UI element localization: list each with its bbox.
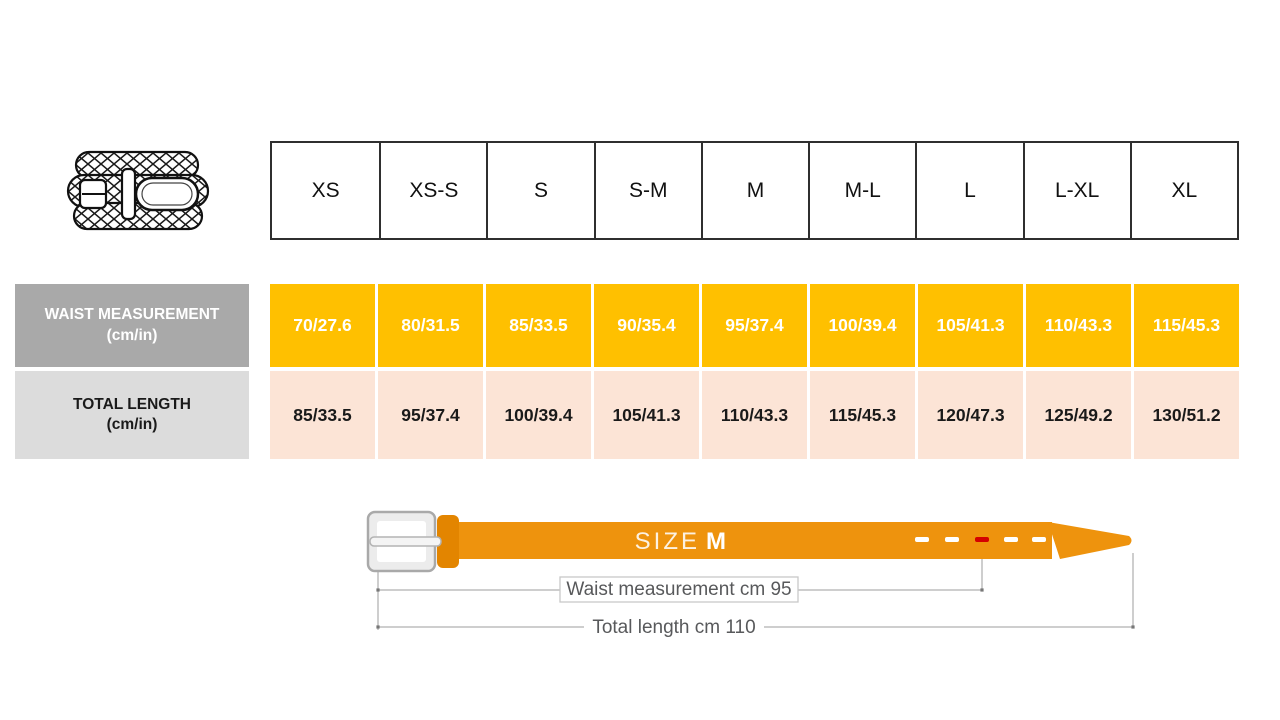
waist-value-cell: 105/41.3 [918, 284, 1023, 367]
belt-size-value: M [706, 528, 726, 555]
length-value-cell: 110/43.3 [702, 371, 807, 459]
length-value-cell: 120/47.3 [918, 371, 1023, 459]
size-header-cell-xs-s: XS-S [379, 143, 486, 238]
length-value-cell: 100/39.4 [486, 371, 591, 459]
belt-measurement-diagram: SIZE M Waist measurement cm 95 Total len… [366, 510, 1135, 640]
waist-value-cell: 115/45.3 [1134, 284, 1239, 367]
waist-value-cell: 110/43.3 [1026, 284, 1131, 367]
waist-value-cell: 95/37.4 [702, 284, 807, 367]
size-header-cell-xl: XL [1129, 143, 1237, 238]
belt-holes [915, 537, 1046, 542]
length-value-cell: 125/49.2 [1026, 371, 1131, 459]
belt-icon-keeper [120, 167, 137, 221]
waist-row-label-line1: WAIST MEASUREMENT [44, 306, 220, 324]
waist-row-label: WAIST MEASUREMENT (cm/in) [15, 284, 249, 367]
belt-tip [1048, 522, 1132, 559]
length-annotation-text: Total length cm 110 [592, 617, 755, 638]
waist-annotation-text: Waist measurement cm 95 [566, 579, 791, 600]
size-header-row: XS XS-S S S-M M M-L L L-XL XL [270, 141, 1239, 240]
waist-value-cell: 80/31.5 [378, 284, 483, 367]
belt-buckle-prong [369, 536, 442, 547]
length-value-cell: 85/33.5 [270, 371, 375, 459]
size-header-cell-s-m: S-M [593, 143, 701, 238]
size-header-cell-xs: XS [311, 178, 340, 202]
total-length-row: 85/33.5 95/37.4 100/39.4 105/41.3 110/43… [270, 371, 1239, 459]
belt-hole [915, 537, 929, 542]
length-annotation-bg [584, 613, 764, 640]
belt-hole [945, 537, 959, 542]
belt-strap [452, 522, 1052, 559]
belt-icon-tip [134, 176, 200, 212]
waist-value-cell: 70/27.6 [270, 284, 375, 367]
length-row-label-line1: TOTAL LENGTH [73, 395, 191, 413]
length-row-label-line2: (cm/in) [106, 416, 158, 433]
length-value-cell: 105/41.3 [594, 371, 699, 459]
size-header-cell-s: S [486, 143, 593, 238]
size-header-cell-l: L [915, 143, 1022, 238]
waist-row-label-line2: (cm/in) [106, 326, 158, 344]
waist-measurement-row: 70/27.6 80/31.5 85/33.5 90/35.4 95/37.4 … [270, 284, 1239, 367]
belt-hole [1004, 537, 1018, 542]
size-header-cell-m-l: M-L [808, 143, 915, 238]
belt-icon-tip-stitch [141, 182, 193, 206]
size-header-cell-l-xl: L-XL [1022, 143, 1130, 238]
waist-value-cell: 100/39.4 [810, 284, 915, 367]
dimension-end-dots [376, 588, 1135, 629]
belt-keeper [437, 515, 459, 568]
length-value-cell: 95/37.4 [378, 371, 483, 459]
length-row-label: TOTAL LENGTH (cm/in) [15, 371, 249, 459]
belt-size-label: SIZE [635, 528, 700, 555]
belt-hole-highlighted [975, 537, 989, 542]
waist-annotation-box [559, 576, 799, 603]
waist-value-cell: 90/35.4 [594, 284, 699, 367]
length-value-cell: 130/51.2 [1134, 371, 1239, 459]
length-value-cell: 115/45.3 [810, 371, 915, 459]
waist-value-cell: 85/33.5 [486, 284, 591, 367]
belt-hole [1032, 537, 1046, 542]
size-header-cell-m: M [700, 143, 808, 238]
braided-belt-icon [66, 150, 210, 231]
